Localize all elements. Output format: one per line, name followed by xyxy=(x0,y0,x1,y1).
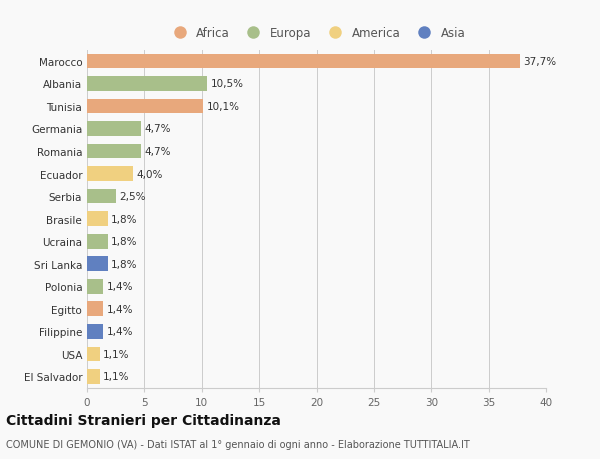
Text: 37,7%: 37,7% xyxy=(523,57,556,67)
Bar xyxy=(87,369,100,384)
Bar xyxy=(87,77,208,91)
Text: 1,8%: 1,8% xyxy=(111,259,137,269)
Bar xyxy=(87,302,103,316)
Bar xyxy=(87,167,133,181)
Text: 1,4%: 1,4% xyxy=(107,282,133,291)
Text: 10,1%: 10,1% xyxy=(206,102,239,112)
Bar xyxy=(87,235,107,249)
Legend: Africa, Europa, America, Asia: Africa, Europa, America, Asia xyxy=(163,22,470,45)
Bar xyxy=(87,122,141,136)
Bar xyxy=(87,212,107,226)
Text: 10,5%: 10,5% xyxy=(211,79,244,89)
Bar xyxy=(87,190,116,204)
Text: 1,4%: 1,4% xyxy=(107,304,133,314)
Text: 2,5%: 2,5% xyxy=(119,192,146,202)
Bar xyxy=(87,55,520,69)
Text: 4,7%: 4,7% xyxy=(145,147,171,157)
Text: Cittadini Stranieri per Cittadinanza: Cittadini Stranieri per Cittadinanza xyxy=(6,414,281,428)
Text: COMUNE DI GEMONIO (VA) - Dati ISTAT al 1° gennaio di ogni anno - Elaborazione TU: COMUNE DI GEMONIO (VA) - Dati ISTAT al 1… xyxy=(6,440,470,449)
Text: 4,0%: 4,0% xyxy=(136,169,163,179)
Bar xyxy=(87,257,107,271)
Text: 1,1%: 1,1% xyxy=(103,349,130,359)
Text: 4,7%: 4,7% xyxy=(145,124,171,134)
Bar xyxy=(87,280,103,294)
Text: 1,1%: 1,1% xyxy=(103,372,130,381)
Text: 1,8%: 1,8% xyxy=(111,237,137,246)
Bar xyxy=(87,325,103,339)
Bar xyxy=(87,100,203,114)
Text: 1,4%: 1,4% xyxy=(107,327,133,336)
Text: 1,8%: 1,8% xyxy=(111,214,137,224)
Bar xyxy=(87,145,141,159)
Bar xyxy=(87,347,100,361)
